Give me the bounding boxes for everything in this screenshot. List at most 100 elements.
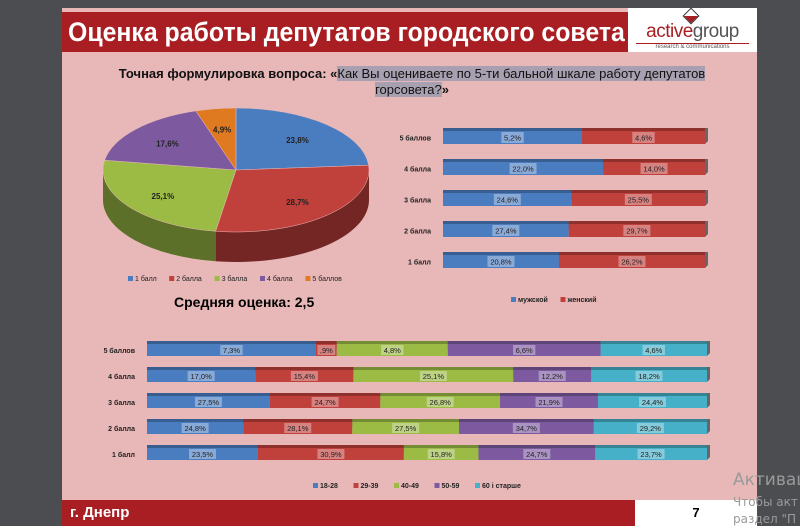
legend-swatch	[475, 483, 480, 488]
bar-data-label: 4,8%	[384, 346, 401, 355]
bar-label-bg	[512, 423, 540, 433]
legend-label: мужской	[518, 296, 548, 304]
bar-data-label: 23,5%	[192, 450, 214, 459]
bar-segment-женский	[582, 131, 705, 144]
legend-swatch	[511, 297, 516, 302]
bar-category-label: 4 балла	[108, 373, 135, 381]
bar-segment-top	[336, 341, 448, 344]
bar-label-bg	[618, 256, 646, 267]
bar-segment-top	[147, 393, 270, 396]
legend-swatch	[169, 276, 175, 281]
bar-category-label: 3 балла	[108, 399, 135, 407]
legend-label: 3 балла	[222, 275, 248, 283]
bar-segment-29-39	[269, 396, 381, 408]
bar-segment-top	[147, 445, 258, 448]
bar-segment-top	[147, 367, 256, 370]
bar-data-label: 28,1%	[287, 424, 309, 433]
legend-swatch	[260, 276, 265, 281]
bar-segment-60 і старше	[593, 422, 707, 434]
bar-segment-top	[459, 419, 594, 422]
bar-segment-top	[513, 367, 592, 370]
bar-segment-top	[443, 190, 572, 193]
bar-segment-мужской	[443, 255, 559, 268]
bar-label-bg	[317, 449, 345, 459]
bar-segment-60 і старше	[591, 370, 707, 382]
legend-label: 50-59	[442, 483, 460, 490]
bar-segment-top	[380, 393, 501, 396]
bar-segment-top	[443, 252, 559, 255]
legend-label: 40-49	[401, 483, 419, 490]
bar-data-label: 25,1%	[423, 372, 445, 381]
page-number: 7	[635, 500, 757, 526]
bar-data-label: 4,6%	[645, 346, 662, 355]
page-title: Оценка работы депутатов городского совет…	[68, 17, 625, 47]
bar-segment-top	[478, 445, 596, 448]
bar-label-bg	[290, 371, 318, 381]
bar-label-bg	[523, 449, 551, 459]
pie-slice-4 балла	[104, 110, 237, 171]
bar-segment-40-49	[403, 448, 479, 460]
legend-swatch	[353, 483, 359, 488]
bar-segment-top	[568, 221, 705, 224]
bar-segment-top	[353, 367, 514, 370]
bar-segment-top	[593, 419, 707, 422]
legend-swatch	[313, 483, 318, 488]
pie-label: 17,6%	[156, 139, 179, 148]
bar-label-bg	[426, 397, 454, 407]
bar-label-bg	[623, 225, 651, 236]
bar-label-bg	[512, 345, 536, 355]
bar-segment-40-49	[352, 422, 460, 434]
bar-data-label: 24,4%	[642, 398, 664, 407]
bar-segment-60 і старше	[600, 344, 707, 356]
bar-segment-18-28	[147, 344, 316, 356]
bar-segment-женский	[568, 224, 705, 237]
bar-segment-60 і старше	[597, 396, 707, 408]
pie-slice-3 балла	[102, 159, 237, 232]
bar-segment-29-39	[315, 344, 337, 356]
bar-category-label: 5 баллов	[400, 135, 432, 143]
logo-tagline: research & communications	[636, 43, 749, 50]
bar-data-label: 24,6%	[497, 196, 519, 205]
bar-segment-40-49	[336, 344, 448, 356]
bar-data-label: 27,5%	[198, 398, 220, 407]
watermark-line2: Чтобы акт	[733, 495, 798, 509]
bar-data-label: 30,9%	[320, 450, 342, 459]
watermark-line3: раздел "П	[733, 512, 797, 526]
bar-segment-top	[558, 252, 705, 255]
bar-segment-top	[443, 128, 583, 131]
logo: activegroup research & communications	[628, 7, 757, 52]
legend-label: 4 балла	[267, 275, 293, 283]
bar-data-label: 24,8%	[184, 424, 206, 433]
bar-segment-мужской	[443, 162, 604, 175]
bar-segment-top	[403, 445, 479, 448]
bar-data-label: 21,9%	[538, 398, 560, 407]
bar-label-bg	[635, 371, 663, 381]
pie-label: 23,8%	[286, 136, 309, 145]
legend-swatch	[560, 297, 566, 302]
bar-label-bg	[638, 397, 666, 407]
footer-city: г. Днепр	[70, 504, 130, 521]
bar-category-label: 4 балла	[404, 166, 431, 174]
bar-label-bg	[381, 345, 404, 355]
bar-segment-top	[443, 159, 604, 162]
bar-segment-женский	[558, 255, 705, 268]
bar-data-label: 18,2%	[638, 372, 660, 381]
legend-swatch	[434, 483, 440, 488]
bar-segment-top	[147, 419, 244, 422]
bar-label-bg	[311, 397, 339, 407]
pie-label: 4,9%	[213, 125, 231, 134]
bar-segment-50-59	[459, 422, 594, 434]
bar-category-label: 1 балл	[112, 451, 135, 459]
bar-segment-29-39	[257, 448, 404, 460]
bar-data-label: 24,7%	[314, 398, 336, 407]
bar-label-bg	[636, 423, 664, 433]
bar-category-label: 5 баллов	[104, 347, 136, 355]
pie-side-1	[215, 170, 370, 262]
bar-data-label: 27,4%	[495, 227, 517, 236]
bar-data-label: 6,6%	[516, 346, 533, 355]
bar-data-label: 12,2%	[542, 372, 564, 381]
bar-label-bg	[538, 371, 566, 381]
bar-segment-top	[315, 341, 337, 344]
pie-label: 25,1%	[152, 192, 175, 201]
bar-segment-18-28	[147, 396, 270, 408]
